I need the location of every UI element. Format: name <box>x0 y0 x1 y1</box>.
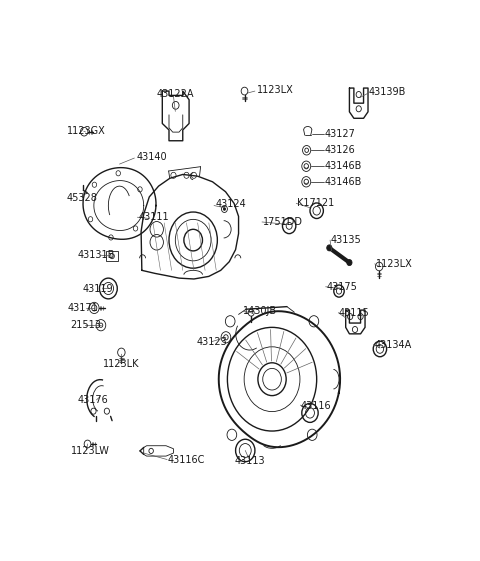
Text: 43146B: 43146B <box>324 161 361 171</box>
Text: 43119: 43119 <box>83 284 113 294</box>
Text: 43113: 43113 <box>235 456 265 466</box>
Circle shape <box>327 245 332 251</box>
Text: 43116C: 43116C <box>168 456 205 466</box>
Text: 43139B: 43139B <box>369 87 406 97</box>
Text: 43131B: 43131B <box>78 250 115 260</box>
Text: 43134A: 43134A <box>374 339 411 350</box>
Circle shape <box>223 208 226 210</box>
Text: 43146B: 43146B <box>324 177 361 187</box>
Text: 1123LX: 1123LX <box>375 259 412 269</box>
Text: 43124: 43124 <box>216 199 246 209</box>
Text: 1123LX: 1123LX <box>257 85 294 95</box>
Text: 43122A: 43122A <box>156 89 194 99</box>
Text: 43127: 43127 <box>324 129 355 139</box>
Circle shape <box>347 260 352 265</box>
Text: 43115: 43115 <box>339 307 370 318</box>
Text: 43135: 43135 <box>331 235 361 245</box>
Text: 1751DD: 1751DD <box>263 217 303 227</box>
Text: 43111: 43111 <box>138 212 169 222</box>
Text: 45328: 45328 <box>67 193 97 203</box>
Text: 43123: 43123 <box>197 338 228 347</box>
Text: 1123LW: 1123LW <box>71 446 110 456</box>
Text: 43176: 43176 <box>78 395 108 405</box>
Text: 1430JB: 1430JB <box>243 306 277 316</box>
Text: K17121: K17121 <box>297 199 334 208</box>
Text: 43116: 43116 <box>301 401 332 411</box>
Text: 43126: 43126 <box>324 145 355 155</box>
Text: 43140: 43140 <box>136 151 167 162</box>
Text: 1123LK: 1123LK <box>103 359 139 369</box>
Bar <box>106 251 118 261</box>
Text: 43175: 43175 <box>326 282 357 292</box>
Text: 1123GX: 1123GX <box>67 126 106 136</box>
Text: 21513: 21513 <box>71 320 101 330</box>
Text: 43171: 43171 <box>67 303 98 313</box>
